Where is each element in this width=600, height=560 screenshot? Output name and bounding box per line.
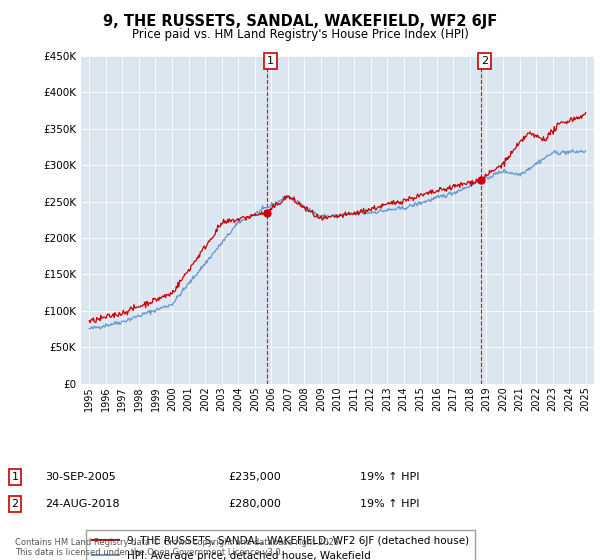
Text: 9, THE RUSSETS, SANDAL, WAKEFIELD, WF2 6JF: 9, THE RUSSETS, SANDAL, WAKEFIELD, WF2 6… xyxy=(103,14,497,29)
Text: 19% ↑ HPI: 19% ↑ HPI xyxy=(360,472,419,482)
Text: 2: 2 xyxy=(11,499,19,509)
Legend: 9, THE RUSSETS, SANDAL, WAKEFIELD, WF2 6JF (detached house), HPI: Average price,: 9, THE RUSSETS, SANDAL, WAKEFIELD, WF2 6… xyxy=(86,530,475,560)
Text: £235,000: £235,000 xyxy=(228,472,281,482)
Text: Contains HM Land Registry data © Crown copyright and database right 2025.
This d: Contains HM Land Registry data © Crown c… xyxy=(15,538,341,557)
Text: 19% ↑ HPI: 19% ↑ HPI xyxy=(360,499,419,509)
Text: 2: 2 xyxy=(481,56,488,66)
Text: 30-SEP-2005: 30-SEP-2005 xyxy=(45,472,116,482)
Text: 24-AUG-2018: 24-AUG-2018 xyxy=(45,499,119,509)
Text: 1: 1 xyxy=(11,472,19,482)
Text: £280,000: £280,000 xyxy=(228,499,281,509)
Text: Price paid vs. HM Land Registry's House Price Index (HPI): Price paid vs. HM Land Registry's House … xyxy=(131,28,469,41)
Text: 1: 1 xyxy=(267,56,274,66)
